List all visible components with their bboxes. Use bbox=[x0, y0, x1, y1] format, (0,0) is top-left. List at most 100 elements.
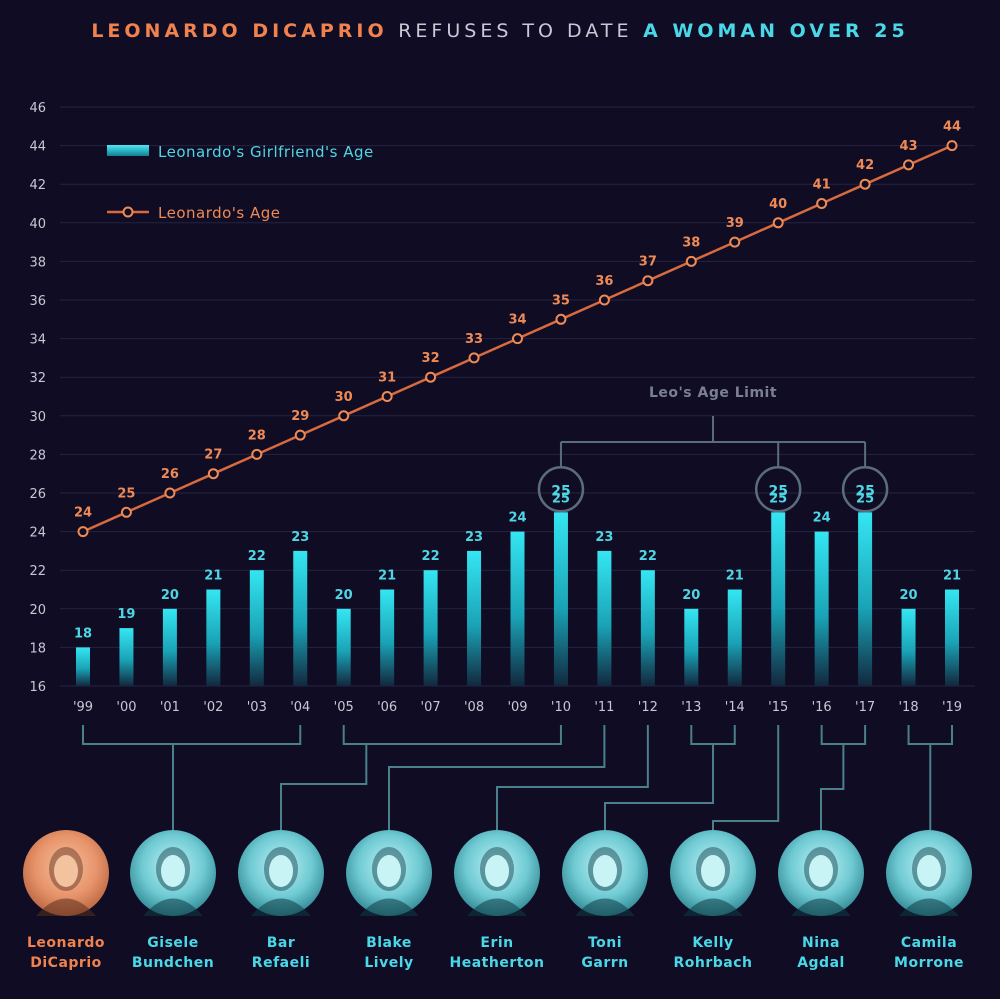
connector-bracket bbox=[690, 725, 736, 745]
line-point bbox=[903, 159, 915, 171]
bar-value-label: 21 bbox=[726, 569, 744, 584]
person-name-line2: Rohrbach bbox=[673, 955, 752, 971]
line-value-label: 44 bbox=[943, 120, 961, 135]
x-tick-label: '11 bbox=[594, 700, 614, 715]
person-name-line2: Garrn bbox=[581, 955, 628, 971]
line-point bbox=[425, 371, 437, 383]
bar-value-label: 25 bbox=[552, 491, 570, 506]
y-tick-label: 20 bbox=[29, 603, 46, 618]
line-point bbox=[468, 352, 480, 364]
portrait-kelly-portrait: Kelly Rohrbach bbox=[670, 830, 756, 971]
bar bbox=[858, 512, 873, 686]
x-tick-label: '03 bbox=[247, 700, 267, 715]
line-point bbox=[338, 410, 350, 422]
age-limit-value: 25 bbox=[768, 483, 787, 499]
face-shape bbox=[161, 855, 185, 887]
portrait-blake-portrait: Blake Lively bbox=[346, 830, 432, 971]
line-point bbox=[772, 217, 784, 229]
portrait-camila-portrait: Camila Morrone bbox=[886, 830, 972, 971]
shoulders-shape bbox=[143, 898, 203, 916]
line-value-label: 43 bbox=[900, 139, 918, 154]
bar bbox=[727, 589, 742, 686]
person-name-line1: Camila bbox=[901, 935, 957, 951]
title-part-1: LEONARDO DICAPRIO bbox=[91, 20, 388, 42]
bar-value-label: 25 bbox=[856, 491, 874, 506]
line-value-label: 25 bbox=[117, 486, 135, 501]
bar-value-label: 20 bbox=[161, 588, 179, 603]
person-name-line1: Toni bbox=[588, 935, 622, 951]
line-value-label: 28 bbox=[248, 428, 266, 443]
shoulders-shape bbox=[467, 898, 527, 916]
line-value-label: 26 bbox=[161, 467, 179, 482]
connector-kelly bbox=[712, 725, 780, 830]
face-shape bbox=[917, 855, 941, 887]
bar bbox=[553, 512, 568, 686]
person-name-line1: Nina bbox=[802, 935, 840, 951]
person-name-line1: Kelly bbox=[692, 935, 733, 951]
bar bbox=[901, 608, 916, 686]
line-point bbox=[946, 140, 958, 152]
portrait-erin-portrait: Erin Heatherton bbox=[450, 830, 544, 971]
age-limit-circle bbox=[754, 466, 802, 513]
age-limit-value: 25 bbox=[551, 483, 570, 499]
x-tick-label: '12 bbox=[638, 700, 658, 715]
connector-bracket bbox=[907, 725, 953, 745]
connector-bar bbox=[280, 744, 368, 830]
bar bbox=[423, 570, 438, 686]
legend-bar-swatch bbox=[107, 145, 149, 156]
connector-bracket bbox=[820, 725, 867, 745]
connector-bracket bbox=[82, 725, 302, 745]
line-point bbox=[294, 429, 306, 441]
bar bbox=[597, 550, 612, 686]
bar-value-label: 20 bbox=[900, 588, 918, 603]
bar bbox=[945, 589, 959, 686]
bar-value-label: 22 bbox=[248, 549, 266, 564]
line-value-label: 32 bbox=[422, 351, 440, 366]
y-tick-label: 24 bbox=[29, 526, 46, 541]
y-tick-label: 38 bbox=[29, 255, 46, 270]
bar bbox=[119, 628, 134, 686]
shoulders-shape bbox=[575, 898, 635, 916]
bar bbox=[336, 608, 351, 686]
line-value-label: 37 bbox=[639, 255, 657, 270]
person-name-line2: Lively bbox=[364, 955, 413, 971]
line-point bbox=[164, 487, 176, 499]
connector-bracket bbox=[342, 725, 562, 745]
bar-value-label: 20 bbox=[335, 588, 353, 603]
portrait-leonardo-portrait: Leonardo DiCaprio bbox=[23, 830, 109, 971]
line-value-label: 29 bbox=[291, 409, 309, 424]
line-point bbox=[207, 468, 219, 480]
line-value-label: 41 bbox=[813, 178, 831, 193]
y-tick-label: 46 bbox=[29, 101, 46, 116]
x-tick-label: '15 bbox=[768, 700, 788, 715]
face-shape bbox=[269, 855, 293, 887]
bar-value-label: 19 bbox=[117, 607, 135, 622]
x-tick-label: '00 bbox=[116, 700, 136, 715]
bar bbox=[814, 531, 829, 686]
connector-erin bbox=[496, 725, 649, 830]
bar bbox=[162, 608, 177, 686]
line-point bbox=[729, 236, 741, 248]
connector-toni bbox=[604, 744, 715, 830]
bar bbox=[640, 570, 655, 686]
x-tick-label: '04 bbox=[290, 700, 310, 715]
connector-nina bbox=[820, 744, 845, 830]
age-limit-label: Leo's Age Limit bbox=[649, 385, 777, 401]
bar-value-label: 23 bbox=[465, 530, 483, 545]
y-tick-label: 32 bbox=[29, 371, 46, 386]
shoulders-shape bbox=[899, 898, 959, 916]
line-point bbox=[381, 391, 393, 402]
bar bbox=[293, 550, 308, 686]
legend-line-label: Leonardo's Age bbox=[158, 204, 281, 222]
face-shape bbox=[593, 855, 617, 887]
bar-value-label: 23 bbox=[595, 530, 613, 545]
title-part-2: REFUSES TO DATE bbox=[398, 20, 633, 42]
age-limit-circle bbox=[841, 466, 889, 513]
portrait-gisele-portrait: Gisele Bundchen bbox=[130, 830, 216, 971]
y-tick-label: 18 bbox=[29, 641, 46, 656]
legend-bar-label: Leonardo's Girlfriend's Age bbox=[158, 143, 374, 161]
line-value-label: 30 bbox=[335, 390, 353, 405]
chart-title: LEONARDO DICAPRIO REFUSES TO DATE A WOMA… bbox=[0, 20, 1000, 42]
x-tick-label: '01 bbox=[160, 700, 180, 715]
bar-value-label: 23 bbox=[291, 530, 309, 545]
